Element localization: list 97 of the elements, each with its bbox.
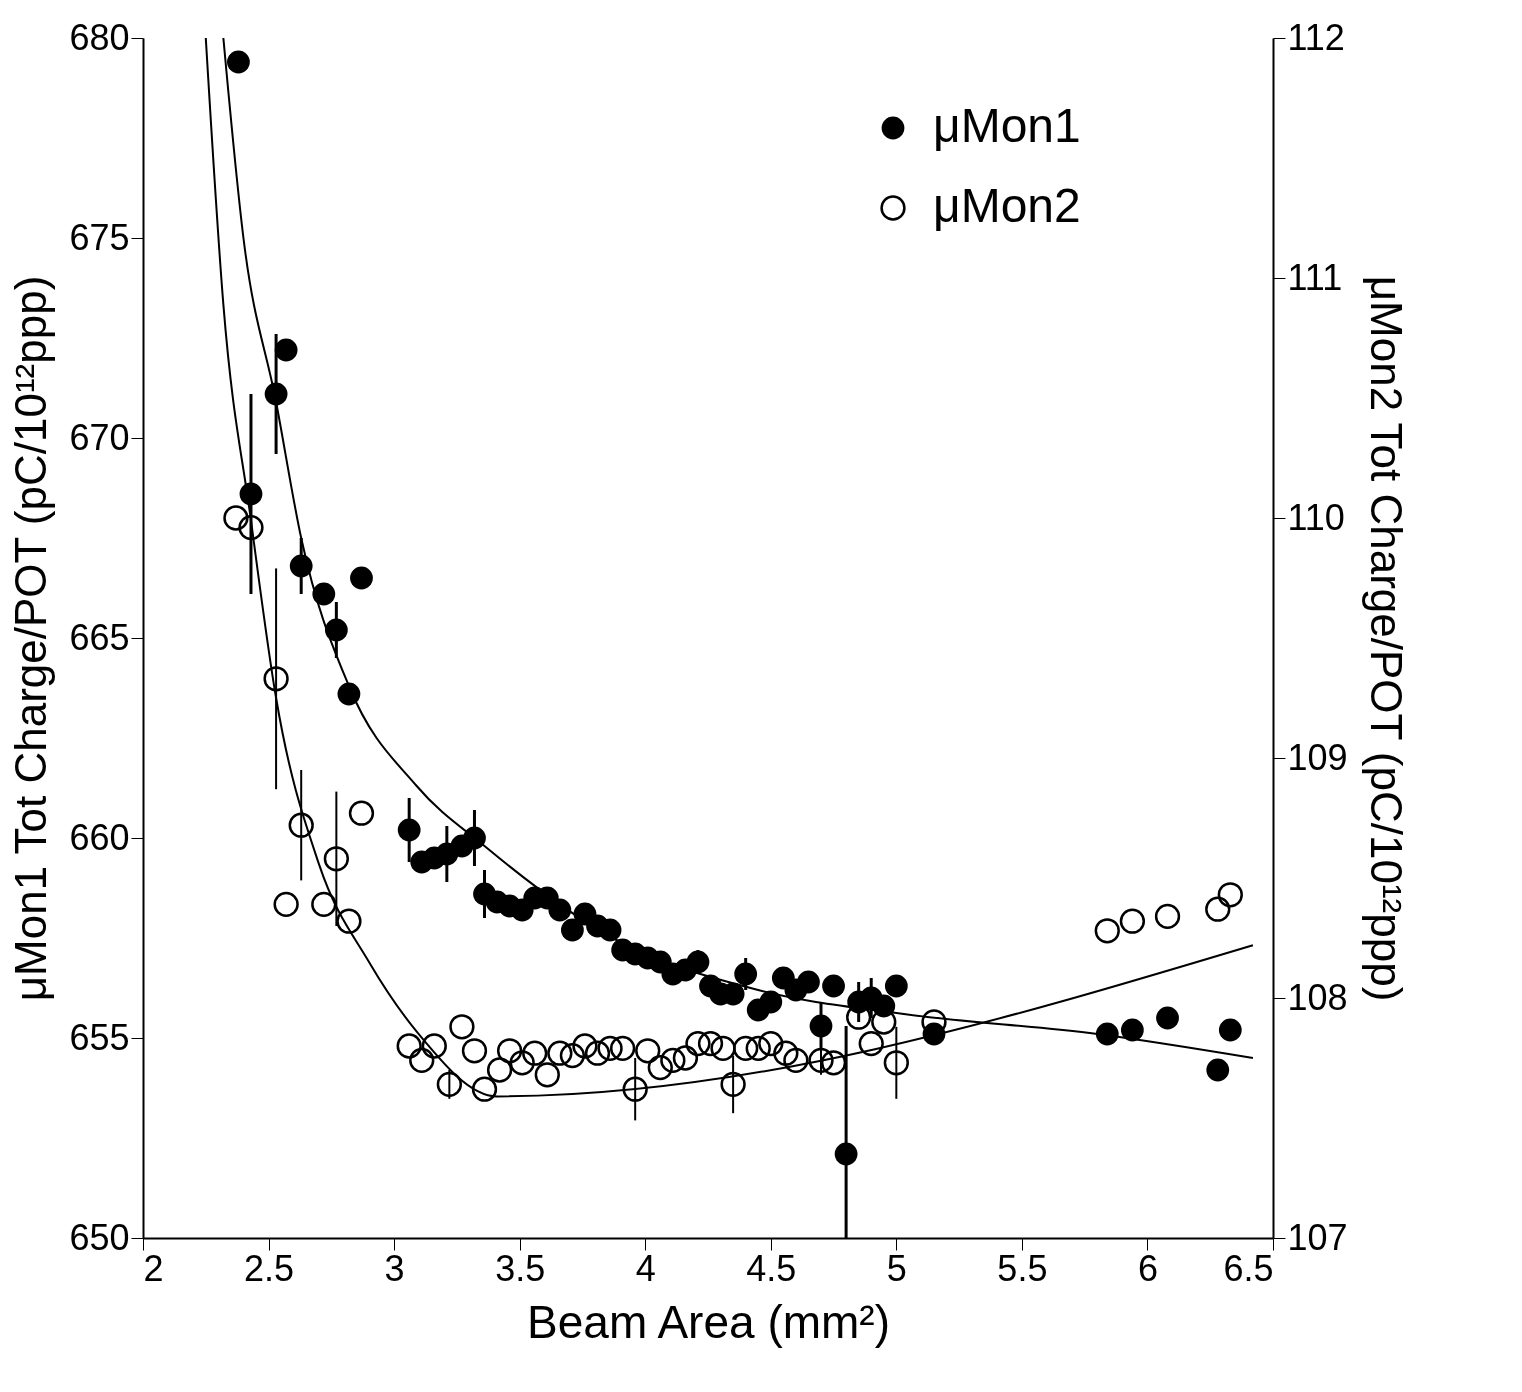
point: [409, 1047, 435, 1074]
point: [486, 1057, 513, 1083]
point: [720, 1071, 746, 1098]
point: [710, 1035, 736, 1062]
point: [647, 1054, 673, 1081]
y-tick-label: 655: [69, 1016, 130, 1058]
point: [312, 582, 336, 606]
point: [759, 990, 783, 1014]
point: [1218, 1018, 1242, 1042]
point: [883, 1050, 909, 1076]
point: [311, 891, 337, 918]
point: [436, 1071, 463, 1098]
point: [273, 891, 299, 918]
point: [733, 1035, 759, 1062]
point: [884, 974, 908, 998]
point: [773, 1040, 799, 1066]
point: [1206, 1058, 1230, 1082]
point: [572, 1033, 598, 1059]
y-axis-title: μMon1 Tot Charge/POT (pC/10¹²ppp): [6, 275, 56, 1002]
point: [783, 1047, 809, 1074]
point: [660, 1047, 686, 1074]
point: [609, 1035, 636, 1062]
point: [820, 1050, 847, 1076]
point: [348, 800, 375, 826]
y2-tick-label: 111: [1287, 256, 1343, 298]
point: [822, 974, 845, 998]
point: [809, 1014, 833, 1038]
x-tick-label: 6.5: [1223, 1247, 1274, 1289]
point: [858, 1030, 884, 1057]
y-tick-label: 665: [69, 616, 130, 658]
x-tick-label: 5.5: [997, 1247, 1048, 1289]
point: [547, 1040, 573, 1066]
y2-tick-label: 109: [1287, 736, 1348, 778]
x-tick-label: 3: [384, 1247, 405, 1289]
point: [635, 1038, 661, 1064]
y-tick-label: 675: [69, 216, 130, 258]
point: [227, 50, 250, 74]
x-tick-label: 5: [886, 1247, 907, 1289]
point: [1119, 908, 1146, 934]
y-tick-label: 650: [69, 1216, 130, 1258]
y2-tick-label: 110: [1287, 496, 1345, 538]
point: [584, 1040, 611, 1066]
point: [622, 1076, 648, 1102]
point: [274, 338, 298, 362]
point: [534, 1062, 560, 1088]
point: [336, 908, 362, 934]
point: [1094, 918, 1120, 944]
point: [834, 1142, 858, 1166]
point: [559, 1042, 586, 1069]
point: [1156, 1006, 1179, 1030]
point: [686, 950, 710, 974]
point: [461, 1038, 488, 1064]
x-axis-title: Beam Area (mm²): [527, 1295, 890, 1348]
point: [263, 666, 289, 692]
point: [471, 1076, 498, 1102]
x-tick-label: 2.5: [244, 1247, 295, 1289]
x-tick-label: 2: [143, 1247, 164, 1289]
point: [350, 566, 373, 590]
x-tick-label: 4: [635, 1247, 656, 1289]
legend-label: μMon2: [933, 179, 1081, 232]
point: [397, 818, 421, 842]
point: [323, 846, 350, 872]
point: [1154, 903, 1181, 930]
x-tick-label: 6: [1137, 1247, 1158, 1289]
point: [449, 1014, 475, 1040]
point: [509, 1050, 535, 1076]
point: [522, 1040, 548, 1066]
point: [672, 1045, 699, 1071]
point: [396, 1033, 422, 1059]
y2-tick-label: 108: [1287, 976, 1348, 1018]
x-tick-label: 4.5: [746, 1247, 797, 1289]
point: [685, 1030, 711, 1057]
point: [238, 514, 264, 541]
y-tick-label: 660: [69, 816, 130, 858]
y-tick-label: 680: [69, 16, 130, 58]
point: [745, 1035, 771, 1062]
point: [1120, 1018, 1144, 1042]
point: [734, 962, 758, 986]
x-tick-label: 3.5: [495, 1247, 546, 1289]
y2-tick-label: 107: [1287, 1216, 1348, 1258]
point: [697, 1030, 724, 1057]
point: [324, 618, 348, 642]
point: [289, 554, 313, 578]
point: [288, 812, 314, 838]
point: [223, 505, 249, 531]
point: [496, 1038, 523, 1064]
y2-tick-label: 112: [1287, 16, 1345, 58]
point: [797, 970, 820, 994]
point: [421, 1033, 447, 1059]
y-tick-label: 670: [69, 416, 130, 458]
point: [758, 1030, 784, 1057]
point: [597, 1035, 623, 1062]
legend-label: μMon1: [933, 99, 1081, 152]
y2-axis-title: μMon2 Tot Charge/POT (pC/10¹²ppp): [1361, 275, 1411, 1002]
point: [1217, 882, 1243, 908]
point: [1205, 896, 1231, 922]
point: [561, 918, 584, 942]
